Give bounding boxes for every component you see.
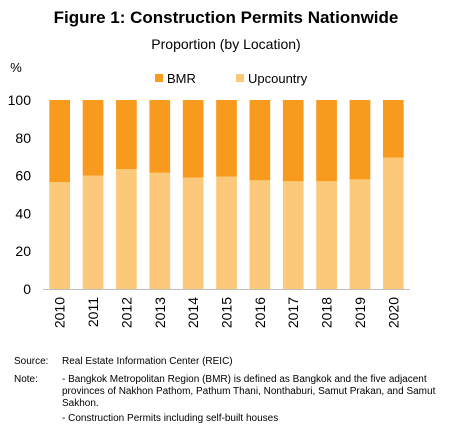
chart-legend: BMR Upcountry <box>155 71 308 86</box>
note-label: Note: <box>14 374 38 385</box>
y-axis: 0 20 40 60 80 100 <box>8 92 32 297</box>
bar-upcountry-2012 <box>116 168 137 289</box>
bar-bmr-2012 <box>116 100 137 169</box>
x-axis: 2010 2011 2012 2013 2014 2015 2016 2017 2018 2019… <box>52 297 402 328</box>
y-tick-label: 60 <box>15 168 31 184</box>
x-tick-label: 2015 <box>219 297 235 328</box>
y-tick-label: 100 <box>8 92 32 108</box>
x-tick-label: 2013 <box>152 297 168 328</box>
y-axis-label: % <box>10 60 22 75</box>
footnotes: Source: Real Estate Information Center (… <box>14 356 444 428</box>
stacked-bar-chart: BMR Upcountry % 0 20 40 60 80 100 2010 2011 2012… <box>8 60 410 328</box>
y-tick-label: 80 <box>15 130 31 146</box>
legend-label: BMR <box>167 71 196 86</box>
bar-upcountry-2020 <box>382 157 404 289</box>
source-row: Source: Real Estate Information Center (… <box>14 356 444 368</box>
bar-upcountry-2014 <box>182 177 204 289</box>
bar-upcountry-2019 <box>349 179 371 289</box>
bar-upcountry-2011 <box>82 175 104 289</box>
chart-subtitle: Proportion (by Location) <box>151 36 301 52</box>
bar-bmr-2017 <box>282 100 304 182</box>
note-item: - Bangkok Metropolitan Region (BMR) is d… <box>62 374 436 409</box>
source-text: Real Estate Information Center (REIC) <box>62 356 233 367</box>
note-item: - Construction Permits including self-bu… <box>62 413 279 424</box>
x-tick-label: 2019 <box>352 297 368 328</box>
bar-bmr-2018 <box>316 100 337 182</box>
x-tick-label: 2017 <box>285 297 301 328</box>
x-tick-label: 2011 <box>85 297 101 327</box>
bars <box>49 100 404 289</box>
bar-bmr-2020 <box>382 100 404 158</box>
bar-bmr-2016 <box>249 100 271 181</box>
x-tick-label: 2010 <box>52 297 68 328</box>
legend-item-bmr: BMR <box>155 71 196 86</box>
source-label: Source: <box>14 356 49 367</box>
bar-upcountry-2010 <box>49 182 71 289</box>
y-tick-label: 0 <box>23 281 31 297</box>
bar-bmr-2010 <box>49 100 71 183</box>
legend-label: Upcountry <box>248 71 308 86</box>
bar-bmr-2014 <box>182 100 204 178</box>
bar-bmr-2019 <box>349 100 371 180</box>
note-items: - Bangkok Metropolitan Region (BMR) is d… <box>62 374 444 428</box>
bar-upcountry-2013 <box>149 172 171 289</box>
bar-upcountry-2016 <box>249 180 271 289</box>
x-tick-label: 2012 <box>118 297 134 328</box>
bar-bmr-2015 <box>216 100 237 177</box>
bar-bmr-2011 <box>82 100 104 176</box>
legend-swatch <box>236 74 244 82</box>
y-tick-label: 40 <box>15 205 31 221</box>
bar-upcountry-2018 <box>316 181 337 289</box>
x-tick-label: 2016 <box>252 297 268 328</box>
bar-bmr-2013 <box>149 100 171 173</box>
chart-title: Figure 1: Construction Permits Nationwid… <box>53 8 399 27</box>
x-tick-label: 2020 <box>385 297 401 328</box>
legend-swatch <box>155 74 163 82</box>
y-tick-label: 20 <box>15 243 31 259</box>
x-tick-label: 2014 <box>185 297 201 328</box>
bar-upcountry-2015 <box>216 176 237 289</box>
legend-item-upcountry: Upcountry <box>236 71 308 86</box>
note-row: Note: - Bangkok Metropolitan Region (BMR… <box>14 374 444 428</box>
bar-upcountry-2017 <box>282 181 304 289</box>
x-tick-label: 2018 <box>319 297 335 328</box>
